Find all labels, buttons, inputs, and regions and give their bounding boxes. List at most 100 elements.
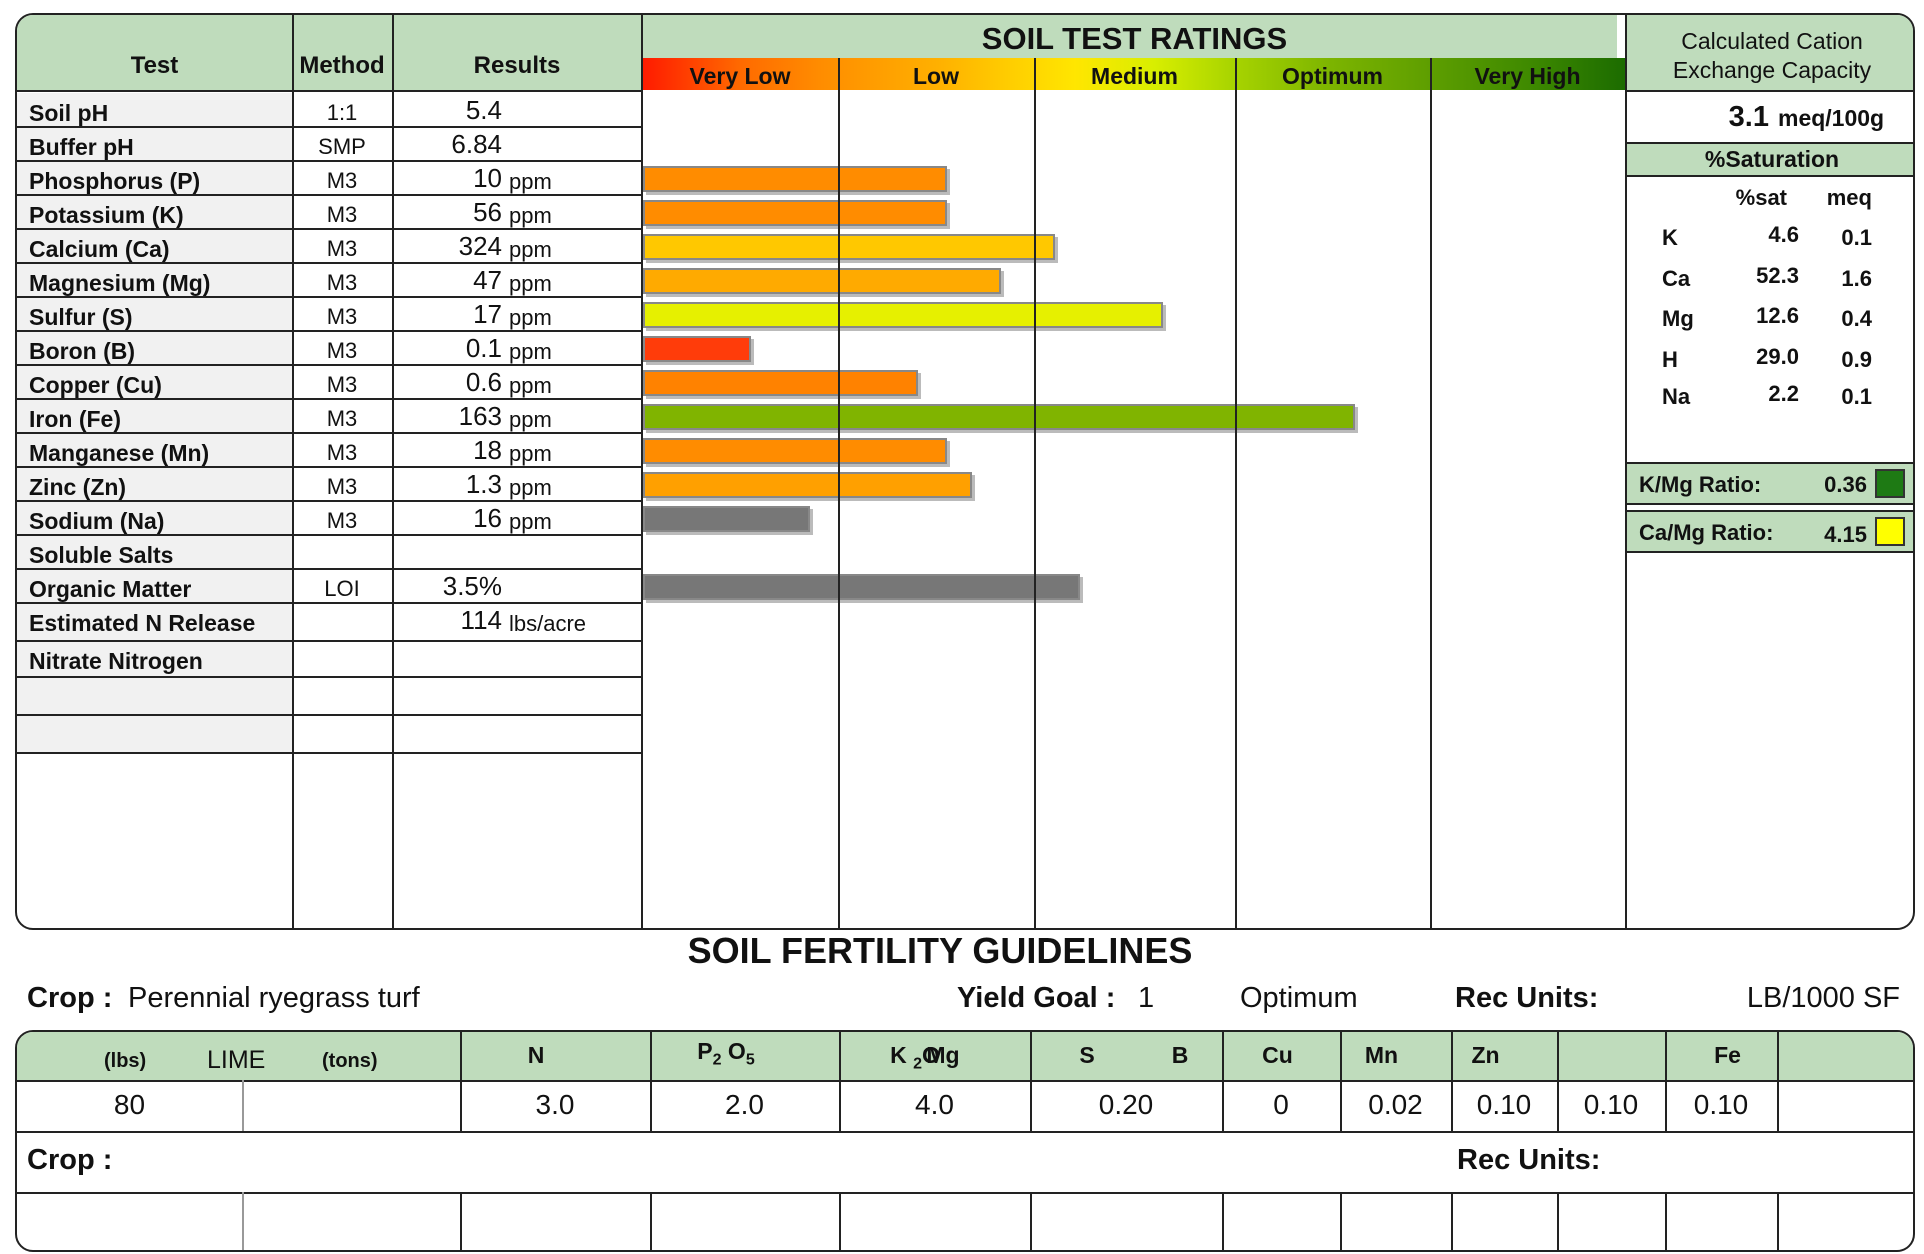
sat-meq: 0.1 (1841, 225, 1872, 250)
sat-element: K (1662, 225, 1678, 250)
guideline-value-p2o5: 2.0 (725, 1089, 764, 1120)
test-unit: ppm (509, 509, 552, 534)
test-name: Nitrate Nitrogen (29, 648, 203, 674)
test-name: Phosphorus (P) (29, 168, 201, 194)
divider (1627, 503, 1913, 505)
divider (1451, 1032, 1453, 1131)
divider (242, 1080, 244, 1131)
k2o-column-header: K 2O (839, 1042, 991, 1074)
camg-ratio-label: Ca/Mg Ratio: (1639, 520, 1774, 545)
test-value: 0.6 (465, 367, 502, 397)
test-method: M3 (326, 508, 358, 533)
test-method: LOI (324, 576, 360, 601)
sat-meq: 0.9 (1841, 347, 1872, 372)
test-method: M3 (326, 202, 358, 227)
divider (1430, 58, 1432, 928)
rating-bar (643, 506, 810, 532)
rating-scale-strip (642, 58, 1627, 90)
divider (460, 1192, 462, 1250)
rating-bar (643, 268, 1001, 294)
table-header (17, 15, 642, 90)
divider (392, 15, 394, 928)
results-column-header: Results (473, 52, 561, 79)
divider (1627, 510, 1913, 512)
test-cell-bg (17, 229, 292, 263)
divider (17, 228, 642, 230)
k2o-main: K (890, 1042, 907, 1068)
divider (17, 568, 642, 570)
test-unit: ppm (509, 203, 552, 228)
divider (17, 1192, 1913, 1194)
divider (17, 262, 642, 264)
test-value: 1.3 (465, 469, 502, 499)
test-value: 3.5% (442, 571, 502, 601)
test-value: 5.4 (465, 95, 502, 125)
test-cell-bg (17, 331, 292, 365)
sat-percent: 2.2 (1768, 381, 1799, 406)
sat-element: H (1662, 347, 1678, 372)
rating-level-label: Medium (1091, 63, 1178, 89)
test-unit: ppm (509, 237, 552, 262)
test-name: Magnesium (Mg) (29, 270, 211, 296)
divider (1030, 1032, 1032, 1131)
guideline-column-header: Cu (1262, 1042, 1293, 1068)
method-column-header: Method (299, 52, 385, 79)
divider (17, 1080, 1913, 1082)
divider (1627, 142, 1913, 144)
crop2-label: Crop : (27, 1144, 113, 1176)
test-unit: ppm (509, 339, 552, 364)
divider (17, 330, 642, 332)
yield-goal-value: 1 (1138, 982, 1155, 1014)
guideline-value-cu: 0.10 (1476, 1089, 1532, 1120)
rec-units-value: LB/1000 SF (1746, 982, 1900, 1014)
test-name: Organic Matter (29, 576, 192, 602)
guideline-column-header: Mn (1364, 1042, 1399, 1068)
guidelines-title: SOIL FERTILITY GUIDELINES (687, 930, 1193, 971)
rating-level-label: Low (913, 63, 959, 89)
test-name: Sulfur (S) (29, 304, 133, 330)
divider (1627, 90, 1913, 92)
test-unit: ppm (509, 169, 552, 194)
lime-tons-label: (tons) (322, 1050, 378, 1072)
guideline-value-mg: 0.20 (1098, 1089, 1154, 1120)
divider (1627, 462, 1913, 464)
test-cell-bg (17, 535, 292, 569)
crop-value: Perennial ryegrass turf (128, 982, 420, 1014)
divider (839, 1032, 841, 1131)
camg-ratio-band (1627, 511, 1913, 551)
k2o-o: O (922, 1042, 940, 1068)
divider (17, 194, 642, 196)
test-cell-bg (17, 433, 292, 467)
test-value: 6.84 (451, 129, 502, 159)
rating-level-label: Very High (1474, 63, 1581, 89)
divider (17, 714, 642, 716)
test-name: Buffer pH (29, 134, 134, 160)
n-column-header: N (527, 1042, 545, 1068)
divider (838, 58, 840, 928)
test-unit: ppm (509, 441, 552, 466)
divider (1451, 1192, 1453, 1250)
rating-bar (643, 166, 947, 192)
divider (1627, 175, 1913, 177)
divider (1340, 1032, 1342, 1131)
test-cell-bg (17, 93, 292, 127)
divider (242, 1192, 244, 1250)
test-value: 18 (473, 435, 502, 465)
test-cell-bg (17, 467, 292, 501)
test-column-header: Test (130, 52, 179, 79)
test-cell-bg (17, 161, 292, 195)
divider (1030, 1192, 1032, 1250)
ratings-title: SOIL TEST RATINGS (981, 21, 1288, 56)
kmg-ratio-band (1627, 463, 1913, 503)
sat-percent: 29.0 (1756, 344, 1799, 369)
test-unit: ppm (509, 305, 552, 330)
k2o-sub: 2 (913, 1055, 923, 1073)
test-method: M3 (326, 440, 358, 465)
sat-percent: 4.6 (1768, 222, 1799, 247)
rating-bar (643, 404, 1355, 430)
divider (17, 126, 642, 128)
divider (17, 1131, 1913, 1133)
divider (17, 364, 642, 366)
p2o5-o: O (727, 1038, 746, 1064)
divider (17, 90, 642, 92)
